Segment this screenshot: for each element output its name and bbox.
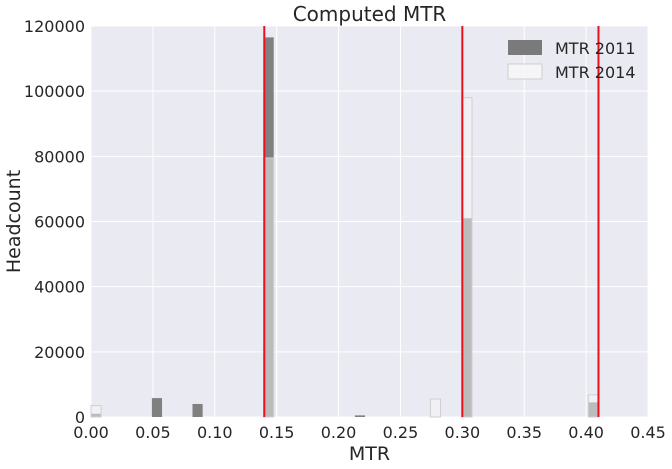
y-axis-ticks: 0 20000 40000 60000 80000 100000 120000 [24,17,85,427]
bar-mtr-2014 [429,398,442,418]
bar-mtr-2014 [587,394,599,418]
legend-label-mtr-2011: MTR 2011 [555,39,636,58]
y-tick-label: 20000 [34,343,85,362]
x-tick-label: 0.15 [259,423,295,442]
legend-swatch-mtr-2014 [507,63,543,80]
grid [90,25,649,418]
bar-mtr-2011 [354,415,366,417]
x-tick-label: 0.10 [197,423,233,442]
x-tick-label: 0.20 [321,423,357,442]
x-tick-label: 0.00 [73,423,109,442]
y-axis-label: Headcount [3,170,25,273]
x-tick-label: 0.25 [383,423,419,442]
bar-mtr-2014 [461,97,473,418]
x-tick-label: 0.45 [630,423,666,442]
y-tick-label: 40000 [34,278,85,297]
x-axis-ticks: 0.00 0.05 0.10 0.15 0.20 0.25 0.30 0.35 0.40 0.45 [73,423,666,442]
y-tick-label: 120000 [24,17,85,36]
x-tick-label: 0.30 [445,423,481,442]
bar-mtr-2014 [90,405,102,418]
y-tick-label: 0 [75,408,85,427]
chart-title: Computed MTR [293,2,447,26]
y-tick-label: 100000 [24,82,85,101]
y-tick-label: 80000 [34,147,85,166]
reference-lines [263,26,600,417]
legend: MTR 2011 MTR 2014 [507,39,636,82]
x-tick-label: 0.05 [135,423,171,442]
bar-mtr-2011 [151,398,163,417]
legend-label-mtr-2014: MTR 2014 [555,63,636,82]
legend-swatch-mtr-2011 [508,40,542,55]
bar-mtr-2011 [192,403,203,417]
x-axis-label: MTR [349,443,390,465]
x-tick-label: 0.35 [506,423,542,442]
x-tick-label: 0.40 [568,423,604,442]
y-tick-label: 60000 [34,213,85,232]
